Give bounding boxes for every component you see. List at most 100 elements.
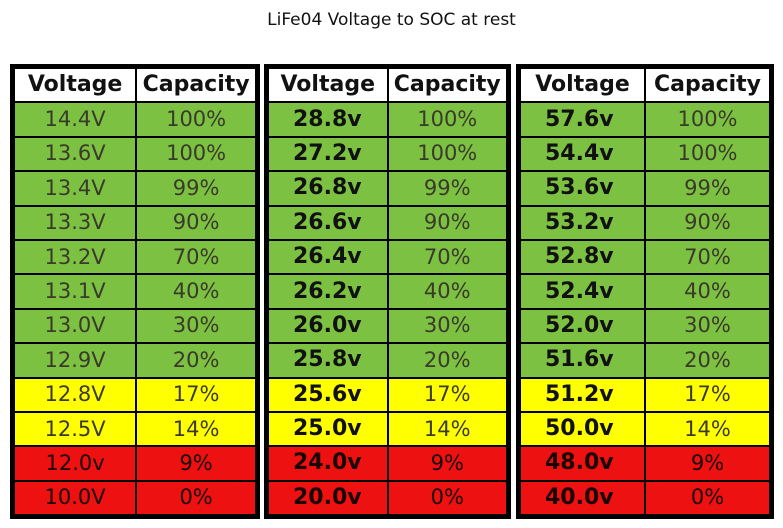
capacity-cell: 14% [644,410,771,448]
table-row: 12.0v 9% [12,445,257,482]
table-row: 40.0v 0% [519,479,771,517]
voltage-cell: 20.0v [267,479,389,517]
table-row: 51.6v 20% [519,342,771,379]
capacity-cell: 90% [644,204,771,241]
voltage-cell: 26.8v [267,170,389,207]
capacity-cell: 40% [135,273,257,310]
voltage-cell: 24.0v [267,445,389,482]
header-voltage: Voltage [12,66,138,104]
voltage-cell: 51.2v [519,376,646,413]
table-row: 51.2v 17% [519,376,771,413]
table-row: 13.0V 30% [12,307,257,345]
table-row: 13.3V 90% [12,204,257,241]
capacity-cell: 30% [135,307,257,345]
table-row: 20.0v 0% [267,479,508,517]
voltage-cell: 54.4v [519,135,646,173]
header-capacity: Capacity [386,66,508,104]
capacity-cell: 20% [644,342,771,379]
voltage-cell: 40.0v [519,479,646,517]
capacity-cell: 30% [644,307,771,345]
voltage-cell: 10.0V [12,479,138,517]
table-row: 25.0v 14% [267,410,508,448]
voltage-cell: 52.0v [519,307,646,345]
capacity-cell: 0% [644,479,771,517]
soc-table: Voltage Capacity 14.4V 100% 13.6V 100% 13.4V… [12,66,257,517]
table-row: 13.1V 40% [12,273,257,310]
voltage-cell: 51.6v [519,342,646,379]
voltage-cell: 52.4v [519,273,646,310]
table-row: 25.6v 17% [267,376,508,413]
capacity-cell: 17% [386,376,508,413]
voltage-cell: 13.3V [12,204,138,241]
voltage-cell: 25.6v [267,376,389,413]
capacity-cell: 100% [135,135,257,173]
capacity-cell: 70% [644,238,771,276]
table-row: 27.2v 100% [267,135,508,173]
table-48v: Voltage Capacity 57.6v 100% 54.4v 100% 53.6v… [516,64,774,520]
table-row: 12.9V 20% [12,342,257,379]
table-row: 26.8v 99% [267,170,508,207]
capacity-cell: 14% [386,410,508,448]
voltage-cell: 12.9V [12,342,138,379]
capacity-cell: 99% [386,170,508,207]
voltage-cell: 48.0v [519,445,646,482]
voltage-cell: 26.6v [267,204,389,241]
voltage-cell: 27.2v [267,135,389,173]
capacity-cell: 100% [386,101,508,138]
table-row: 52.8v 70% [519,238,771,276]
table-row: 12.8V 17% [12,376,257,413]
table-row: 26.6v 90% [267,204,508,241]
table-header-row: Voltage Capacity [519,66,771,104]
capacity-cell: 100% [644,101,771,138]
header-voltage: Voltage [267,66,389,104]
table-header-row: Voltage Capacity [12,66,257,104]
table-row: 10.0V 0% [12,479,257,517]
voltage-cell: 14.4V [12,101,138,138]
capacity-cell: 90% [135,204,257,241]
header-capacity: Capacity [644,66,771,104]
table-row: 13.4V 99% [12,170,257,207]
capacity-cell: 17% [644,376,771,413]
voltage-cell: 57.6v [519,101,646,138]
table-row: 52.0v 30% [519,307,771,345]
capacity-cell: 99% [135,170,257,207]
capacity-cell: 0% [135,479,257,517]
table-row: 52.4v 40% [519,273,771,310]
capacity-cell: 14% [135,410,257,448]
capacity-cell: 100% [644,135,771,173]
capacity-cell: 9% [386,445,508,482]
voltage-cell: 52.8v [519,238,646,276]
voltage-cell: 13.2V [12,238,138,276]
voltage-cell: 25.0v [267,410,389,448]
table-row: 24.0v 9% [267,445,508,482]
capacity-cell: 100% [386,135,508,173]
table-row: 57.6v 100% [519,101,771,138]
table-row: 26.0v 30% [267,307,508,345]
capacity-cell: 20% [386,342,508,379]
table-row: 12.5V 14% [12,410,257,448]
voltage-cell: 28.8v [267,101,389,138]
voltage-cell: 26.0v [267,307,389,345]
table-24v: Voltage Capacity 28.8v 100% 27.2v 100% 26.8v… [264,64,511,520]
capacity-cell: 17% [135,376,257,413]
capacity-cell: 99% [644,170,771,207]
table-row: 13.2V 70% [12,238,257,276]
voltage-cell: 26.4v [267,238,389,276]
voltage-cell: 12.5V [12,410,138,448]
table-row: 13.6V 100% [12,135,257,173]
voltage-cell: 13.6V [12,135,138,173]
table-row: 50.0v 14% [519,410,771,448]
voltage-cell: 13.1V [12,273,138,310]
table-row: 53.2v 90% [519,204,771,241]
voltage-cell: 13.4V [12,170,138,207]
table-row: 28.8v 100% [267,101,508,138]
table-header-row: Voltage Capacity [267,66,508,104]
table-row: 25.8v 20% [267,342,508,379]
capacity-cell: 90% [386,204,508,241]
capacity-cell: 0% [386,479,508,517]
capacity-cell: 9% [644,445,771,482]
page-title: LiFe04 Voltage to SOC at rest [267,10,516,30]
voltage-cell: 53.6v [519,170,646,207]
capacity-cell: 70% [135,238,257,276]
table-row: 53.6v 99% [519,170,771,207]
